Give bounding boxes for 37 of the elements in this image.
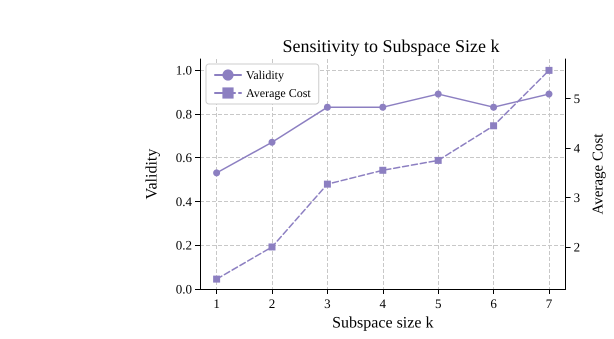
point	[324, 104, 331, 111]
point	[268, 243, 276, 250]
point	[324, 180, 331, 188]
y2-tick-label: 5	[574, 91, 580, 106]
x-tick-label: 3	[324, 296, 331, 311]
x-axis-title: Subspace size k	[332, 314, 434, 332]
point	[490, 122, 498, 130]
x-tick-label: 2	[268, 296, 276, 311]
y2-tick-label: 3	[574, 190, 580, 205]
y-tick-label: 1.0	[176, 62, 192, 78]
point	[545, 66, 552, 74]
x-tick-label: 1	[213, 296, 220, 311]
point	[434, 156, 442, 164]
y-tick-label: 0.6	[176, 150, 192, 166]
point	[434, 90, 442, 98]
y-tick-label: 0.4	[176, 194, 192, 209]
legend-label: Average Cost	[246, 86, 312, 100]
point	[490, 104, 498, 111]
y-axis-title: Validity	[144, 148, 160, 200]
legend-label: Validity	[246, 68, 284, 82]
x-tick-label: 5	[434, 296, 442, 311]
point	[213, 276, 220, 283]
y-tick-label: 0.0	[176, 282, 192, 296]
point	[379, 104, 386, 111]
chart-title: Sensitivity to Subspace Size k	[282, 36, 500, 56]
point	[268, 138, 276, 146]
x-tick-label: 4	[380, 296, 387, 311]
x-tick-label: 7	[546, 296, 553, 311]
point	[213, 169, 220, 176]
x-tick-label: 6	[490, 296, 498, 311]
y2-axis-title: Average Cost	[590, 132, 606, 214]
y-tick-label: 0.2	[176, 238, 192, 253]
point	[545, 90, 552, 98]
y-tick-label: 0.8	[176, 106, 192, 122]
point	[379, 166, 386, 174]
y2-tick-label: 4	[574, 140, 581, 156]
y2-tick-label: 2	[574, 239, 580, 254]
